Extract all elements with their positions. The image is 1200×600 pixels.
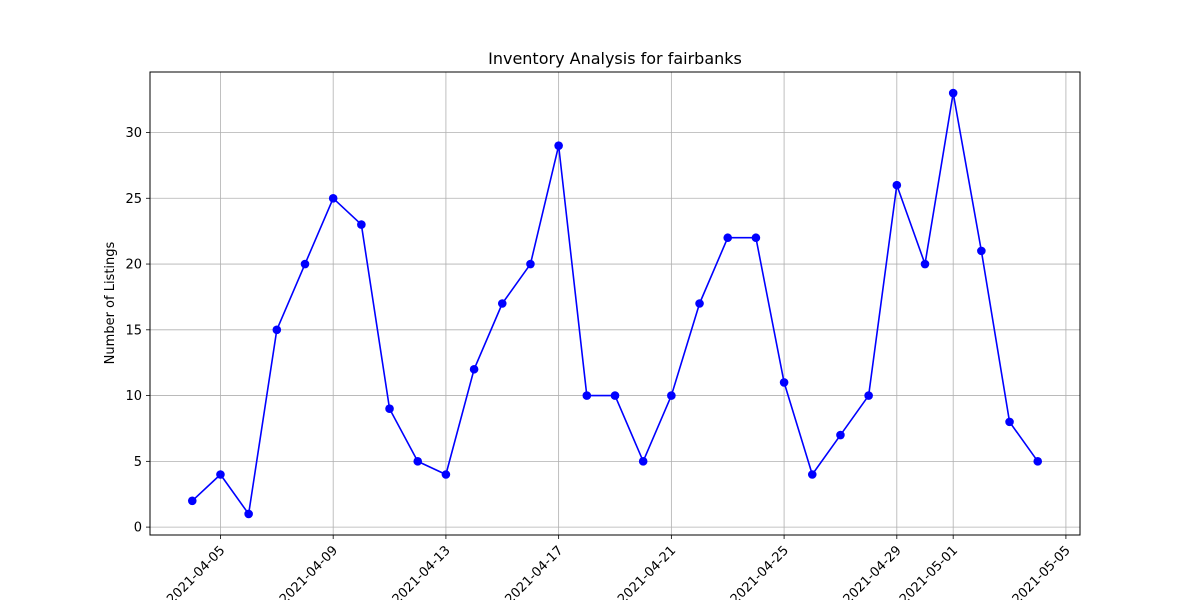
data-point <box>385 404 394 414</box>
data-point <box>244 509 253 519</box>
data-point <box>723 233 733 243</box>
data-point <box>695 299 704 308</box>
grid-lines <box>150 72 1080 535</box>
data-point <box>836 430 845 440</box>
y-axis-label: Number of Listings <box>103 241 118 364</box>
x-tick-label: 2021-04-17 <box>502 543 566 600</box>
data-point <box>892 180 902 190</box>
y-tick-label: 25 <box>125 192 142 207</box>
data-point <box>554 141 563 150</box>
chart-title: Inventory Analysis for fairbanks <box>488 49 742 68</box>
x-tick-label: 2021-04-25 <box>728 543 792 600</box>
y-axis: 0 5 10 15 20 25 30 <box>125 126 150 536</box>
data-point <box>1033 457 1043 466</box>
y-tick-label: 20 <box>125 258 142 273</box>
plot-frame <box>149 71 1081 536</box>
data-point <box>441 470 451 479</box>
data-point <box>667 391 676 400</box>
data-point <box>582 391 592 400</box>
y-tick-label: 10 <box>125 389 142 404</box>
data-point <box>920 259 930 269</box>
data-point <box>779 378 789 387</box>
data-point <box>751 233 761 243</box>
data-point <box>1005 417 1014 427</box>
data-point <box>413 457 423 466</box>
x-tick-label: 2021-05-05 <box>1010 543 1074 600</box>
data-point <box>807 470 817 479</box>
data-point <box>638 457 648 466</box>
data-point <box>864 391 873 400</box>
data-point <box>497 299 507 308</box>
y-tick-label: 5 <box>134 455 142 470</box>
data-point <box>187 496 197 506</box>
x-tick-label: 2021-04-13 <box>390 543 454 600</box>
y-tick-label: 30 <box>125 126 142 141</box>
series-line <box>191 92 1039 515</box>
data-point <box>328 193 338 203</box>
data-point <box>272 325 282 335</box>
data-point <box>610 391 620 400</box>
y-tick-label: 15 <box>125 323 142 338</box>
data-point <box>216 470 225 479</box>
x-tick-label: 2021-04-09 <box>277 543 341 600</box>
data-point <box>977 246 986 256</box>
data-point <box>357 220 366 229</box>
x-tick-label: 2021-04-05 <box>164 543 228 600</box>
data-point <box>300 259 310 269</box>
data-point <box>526 259 535 269</box>
data-point <box>948 88 958 98</box>
x-tick-label: 2021-04-29 <box>841 543 905 600</box>
x-tick-label: 2021-04-21 <box>615 543 679 600</box>
series-layer <box>187 88 1043 519</box>
y-tick-label: 0 <box>134 521 142 536</box>
x-axis: 2021-04-05 2021-04-09 2021-04-13 2021-04-17… <box>164 535 1074 600</box>
x-tick-label: 2021-05-01 <box>897 543 961 600</box>
data-point <box>469 364 479 374</box>
